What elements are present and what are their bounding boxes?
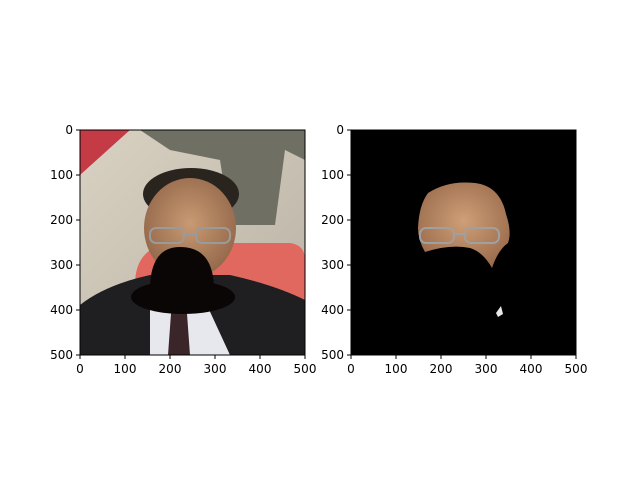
y-tick-label: 0 [65, 123, 73, 137]
x-tick-label: 400 [520, 362, 543, 376]
y-tick-label: 300 [50, 258, 73, 272]
x-tick-label: 100 [385, 362, 408, 376]
left-axes-frame [79, 129, 306, 356]
y-tick-label: 100 [321, 168, 344, 182]
y-tick-label: 500 [50, 348, 73, 362]
x-tick-label: 400 [249, 362, 272, 376]
x-tick-label: 200 [430, 362, 453, 376]
y-tick-label: 400 [50, 303, 73, 317]
x-tick-label: 300 [204, 362, 227, 376]
y-tick-label: 200 [50, 213, 73, 227]
x-tick-label: 500 [294, 362, 317, 376]
x-tick-label: 0 [347, 362, 355, 376]
x-tick-label: 100 [114, 362, 137, 376]
x-tick-label: 200 [159, 362, 182, 376]
right-mask [351, 130, 576, 355]
left-photo [80, 130, 305, 355]
right-axes-frame [350, 129, 577, 356]
y-tick-label: 400 [321, 303, 344, 317]
x-tick-label: 300 [475, 362, 498, 376]
y-tick-label: 500 [321, 348, 344, 362]
y-tick-label: 100 [50, 168, 73, 182]
x-tick-label: 0 [76, 362, 84, 376]
y-tick-label: 300 [321, 258, 344, 272]
y-tick-label: 0 [336, 123, 344, 137]
x-tick-label: 500 [565, 362, 588, 376]
y-tick-label: 200 [321, 213, 344, 227]
